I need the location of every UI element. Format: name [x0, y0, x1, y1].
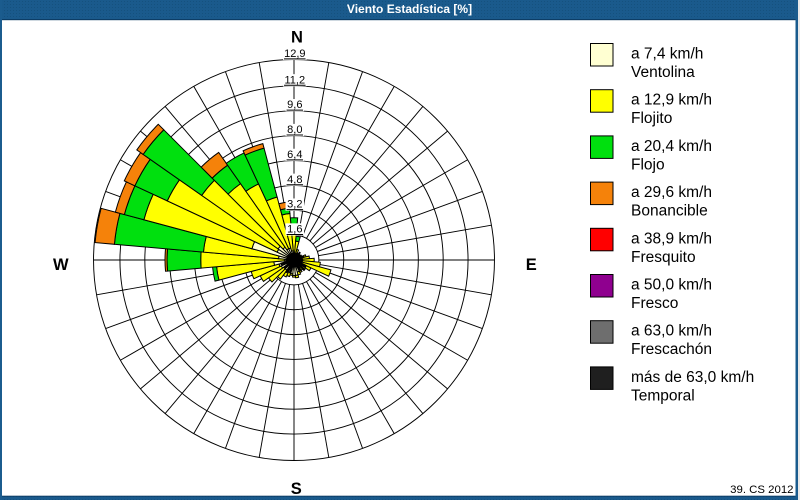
- svg-text:6,4: 6,4: [287, 149, 302, 161]
- svg-text:1,6: 1,6: [287, 224, 302, 236]
- svg-text:S: S: [291, 480, 302, 498]
- svg-text:Flojito: Flojito: [631, 110, 672, 127]
- svg-text:a 38,9 km/h: a 38,9 km/h: [631, 230, 712, 247]
- svg-text:4,8: 4,8: [287, 174, 302, 186]
- svg-text:8,0: 8,0: [287, 124, 302, 136]
- svg-text:W: W: [53, 256, 69, 274]
- svg-text:39. CS 2012: 39. CS 2012: [730, 484, 793, 496]
- svg-text:a 50,0 km/h: a 50,0 km/h: [631, 277, 712, 294]
- svg-text:Viento Estadística [%]: Viento Estadística [%]: [347, 2, 472, 16]
- svg-text:a 7,4 km/h: a 7,4 km/h: [631, 46, 703, 63]
- svg-text:3,2: 3,2: [287, 199, 302, 211]
- svg-text:N: N: [291, 29, 303, 47]
- svg-text:Flojo: Flojo: [631, 156, 665, 173]
- svg-text:Temporal: Temporal: [631, 387, 695, 404]
- svg-text:más de 63,0 km/h: más de 63,0 km/h: [631, 369, 754, 386]
- svg-text:a 12,9 km/h: a 12,9 km/h: [631, 92, 712, 109]
- svg-text:11,2: 11,2: [285, 74, 306, 86]
- svg-text:12,9: 12,9: [284, 48, 305, 60]
- svg-text:a 29,6 km/h: a 29,6 km/h: [631, 184, 712, 201]
- svg-text:a 20,4 km/h: a 20,4 km/h: [631, 138, 712, 155]
- svg-text:9,6: 9,6: [287, 99, 302, 111]
- svg-text:Fresquito: Fresquito: [631, 249, 696, 266]
- svg-text:Bonancible: Bonancible: [631, 203, 708, 220]
- svg-text:Frescachón: Frescachón: [631, 341, 712, 358]
- svg-text:E: E: [526, 256, 537, 274]
- svg-text:Ventolina: Ventolina: [631, 64, 695, 81]
- svg-text:Fresco: Fresco: [631, 295, 678, 312]
- svg-text:a 63,0 km/h: a 63,0 km/h: [631, 323, 712, 340]
